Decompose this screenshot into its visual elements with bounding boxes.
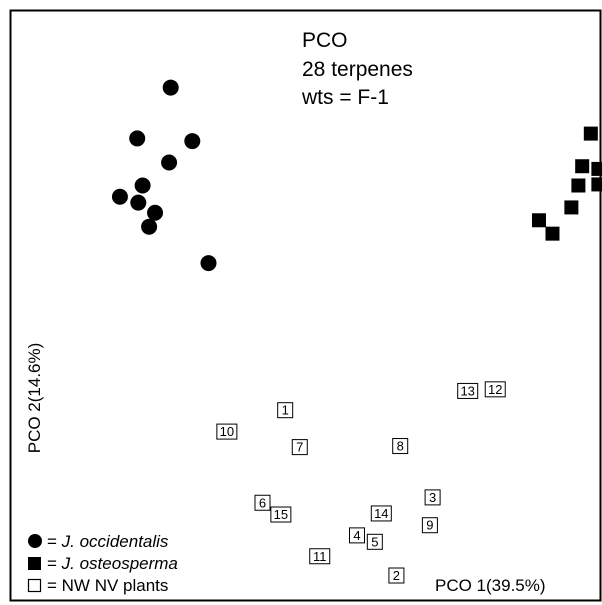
point-nwnv-label-1: 1 bbox=[282, 403, 289, 418]
point-nwnv-label-6: 6 bbox=[259, 495, 266, 510]
point-nwnv-2: 2 bbox=[388, 567, 405, 584]
legend: = J. occidentalis = J. osteosperma = NW … bbox=[27, 532, 178, 595]
point-nwnv-label-11: 11 bbox=[313, 549, 327, 564]
legend-name-3: NW NV plants bbox=[62, 576, 169, 595]
point-nwnv-box-14 bbox=[370, 505, 392, 522]
point-nwnv-label-12: 12 bbox=[488, 382, 502, 397]
point-nwnv-box-7 bbox=[291, 439, 308, 456]
point-occidentalis-8 bbox=[147, 204, 164, 221]
point-nwnv-11: 11 bbox=[309, 548, 331, 565]
point-osteosperma-8 bbox=[545, 226, 560, 241]
point-nwnv-label-15: 15 bbox=[274, 507, 288, 522]
point-nwnv-box-3 bbox=[424, 489, 441, 506]
point-occidentalis-10 bbox=[200, 255, 217, 272]
legend-entry-3: = NW NV plants bbox=[47, 576, 168, 595]
point-nwnv-6: 6 bbox=[254, 494, 271, 511]
title-line-1: PCO bbox=[302, 29, 348, 52]
x-axis-label: PCO 1(39.5%) bbox=[435, 576, 546, 595]
point-nwnv-box-15 bbox=[270, 506, 292, 523]
point-nwnv-13: 13 bbox=[457, 382, 479, 399]
point-nwnv-box-2 bbox=[388, 567, 405, 584]
legend-prefix-3: = bbox=[47, 576, 62, 595]
point-nwnv-label-3: 3 bbox=[429, 490, 436, 505]
point-nwnv-14: 14 bbox=[370, 505, 392, 522]
point-occidentalis-2 bbox=[129, 130, 146, 147]
point-occidentalis-4 bbox=[161, 154, 178, 171]
point-nwnv-9: 9 bbox=[421, 517, 438, 534]
point-nwnv-box-9 bbox=[421, 517, 438, 534]
y-axis-label: PCO 2(14.6%) bbox=[25, 343, 44, 454]
point-nwnv-label-2: 2 bbox=[393, 568, 400, 583]
point-nwnv-label-5: 5 bbox=[371, 534, 378, 549]
point-occidentalis-3 bbox=[184, 133, 201, 150]
legend-filled-square-icon bbox=[28, 557, 41, 570]
point-nwnv-label-14: 14 bbox=[374, 506, 388, 521]
point-nwnv-label-13: 13 bbox=[460, 383, 474, 398]
point-nwnv-7: 7 bbox=[291, 439, 308, 456]
point-osteosperma-2 bbox=[575, 159, 590, 174]
point-osteosperma-3 bbox=[591, 161, 602, 176]
legend-name-2: J. osteosperma bbox=[61, 554, 178, 573]
point-occidentalis-9 bbox=[141, 218, 158, 235]
point-nwnv-label-10: 10 bbox=[220, 424, 234, 439]
point-nwnv-box-5 bbox=[366, 533, 383, 550]
point-nwnv-12: 12 bbox=[484, 381, 506, 398]
point-occidentalis-5 bbox=[134, 177, 151, 194]
point-osteosperma-6 bbox=[564, 200, 579, 215]
point-nwnv-1: 1 bbox=[277, 402, 294, 419]
point-nwnv-box-4 bbox=[349, 527, 365, 544]
point-nwnv-box-6 bbox=[254, 494, 271, 511]
point-nwnv-15: 15 bbox=[270, 506, 292, 523]
point-nwnv-8: 8 bbox=[392, 438, 409, 455]
legend-circle-icon bbox=[28, 534, 42, 548]
point-nwnv-box-1 bbox=[277, 402, 294, 419]
point-nwnv-3: 3 bbox=[424, 489, 441, 506]
point-occidentalis-6 bbox=[111, 188, 128, 205]
point-nwnv-label-8: 8 bbox=[397, 439, 404, 454]
point-nwnv-label-4: 4 bbox=[353, 528, 360, 543]
point-osteosperma-1 bbox=[583, 126, 598, 141]
point-osteosperma-5 bbox=[591, 177, 602, 192]
legend-prefix-1: = bbox=[47, 532, 62, 551]
plot-frame bbox=[9, 9, 602, 602]
point-osteosperma-7 bbox=[531, 213, 546, 228]
title-line-3: wts = F-1 bbox=[301, 86, 389, 109]
title-line-2: 28 terpenes bbox=[302, 58, 413, 81]
point-occidentalis-7 bbox=[130, 194, 147, 211]
legend-name-1: J. occidentalis bbox=[61, 532, 169, 551]
point-nwnv-box-11 bbox=[309, 548, 331, 565]
point-nwnv-5: 5 bbox=[366, 533, 383, 550]
point-nwnv-box-12 bbox=[484, 381, 506, 398]
point-osteosperma-4 bbox=[571, 178, 586, 193]
point-nwnv-box-10 bbox=[216, 423, 238, 440]
point-nwnv-4: 4 bbox=[349, 527, 365, 544]
point-nwnv-label-7: 7 bbox=[296, 440, 303, 455]
legend-entry-1: = J. occidentalis bbox=[47, 532, 169, 551]
point-nwnv-10: 10 bbox=[216, 423, 238, 440]
point-nwnv-box-8 bbox=[392, 438, 409, 455]
legend-entry-2: = J. osteosperma bbox=[47, 554, 178, 573]
legend-open-square-icon bbox=[27, 578, 42, 593]
point-nwnv-box-13 bbox=[457, 382, 479, 399]
legend-prefix-2: = bbox=[47, 554, 62, 573]
point-occidentalis-1 bbox=[162, 79, 179, 96]
point-nwnv-label-9: 9 bbox=[426, 518, 433, 533]
